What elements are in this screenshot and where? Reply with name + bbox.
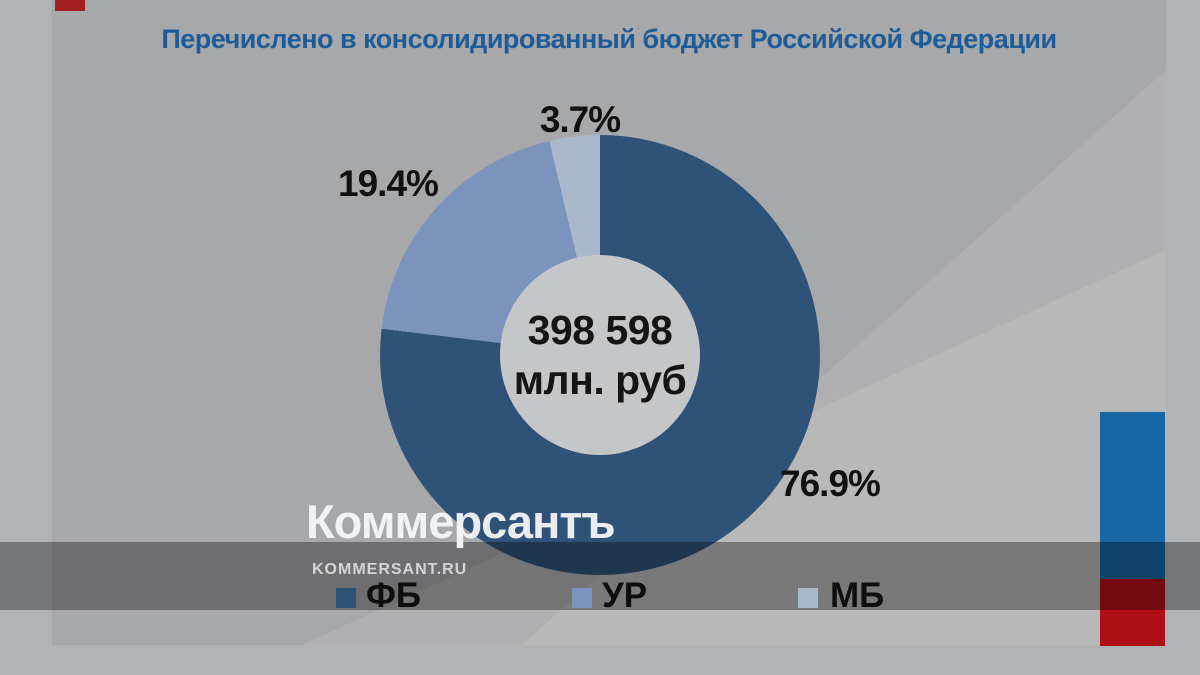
chart-title: Перечислено в консолидированный бюджет Р… [161, 24, 1057, 54]
legend-swatch-mb [798, 588, 818, 608]
slice-label-fb: 76.9% [780, 463, 881, 504]
slice-label-ur: 19.4% [338, 163, 439, 204]
center-total-value: 398 598 [527, 306, 673, 353]
legend-swatch-fb [336, 588, 356, 608]
right-edge-blue-bar [1100, 412, 1165, 579]
legend-label-fb: ФБ [366, 576, 422, 615]
legend-label-mb: МБ [830, 576, 885, 615]
top-left-red-chip [55, 0, 85, 11]
legend-swatch-ur [572, 588, 592, 608]
donut-center: 398 598 млн. руб [500, 255, 700, 455]
right-edge-red-bar [1100, 579, 1165, 646]
legend-label-ur: УР [602, 576, 648, 615]
slice-label-mb: 3.7% [539, 99, 621, 140]
kommersant-logo: Коммерсантъ [306, 495, 616, 548]
kommersant-site-label: KOMMERSANT.RU [312, 561, 468, 578]
center-total-unit: млн. руб [513, 357, 687, 403]
legend: ФБ УР МБ [0, 576, 1200, 622]
bottom-dark-band [0, 542, 1200, 610]
